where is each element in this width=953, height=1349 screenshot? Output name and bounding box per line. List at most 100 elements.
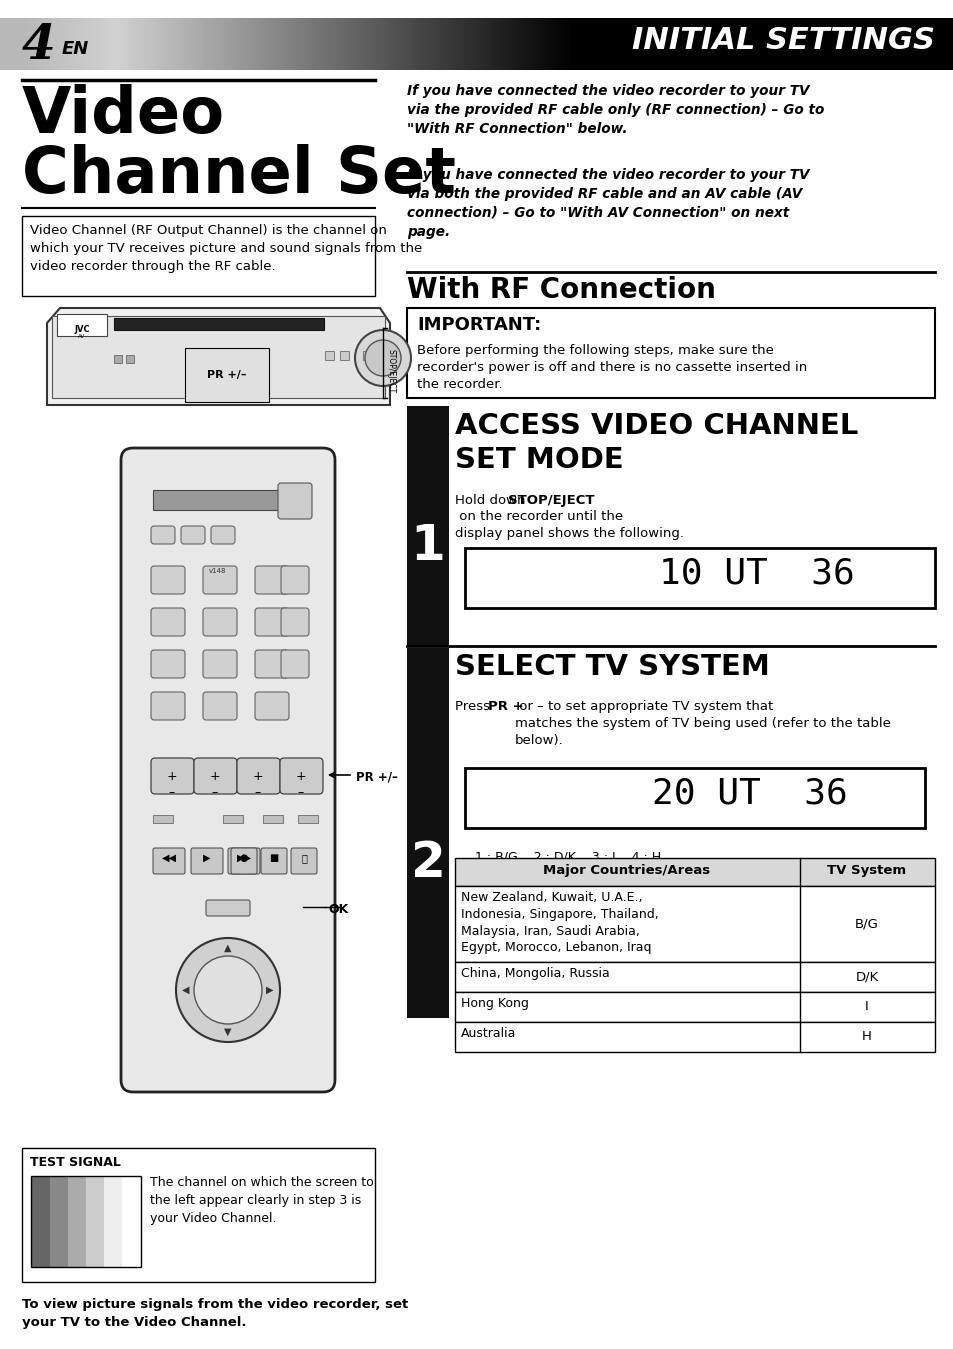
Bar — [796, 18, 798, 70]
Text: New Zealand, Kuwait, U.A.E.,
Indonesia, Singapore, Thailand,
Malaysia, Iran, Sau: New Zealand, Kuwait, U.A.E., Indonesia, … — [460, 890, 659, 954]
Text: Video: Video — [22, 84, 225, 146]
Bar — [73, 18, 76, 70]
Bar — [858, 18, 860, 70]
Text: TEST SIGNAL: TEST SIGNAL — [30, 1156, 121, 1170]
Bar — [416, 18, 419, 70]
Bar — [274, 18, 276, 70]
Bar — [302, 18, 305, 70]
Bar — [750, 18, 753, 70]
Circle shape — [193, 956, 262, 1024]
FancyBboxPatch shape — [254, 608, 289, 635]
Bar — [545, 18, 548, 70]
Bar — [867, 18, 869, 70]
Bar — [848, 18, 850, 70]
FancyBboxPatch shape — [254, 692, 289, 720]
Text: Channel Set: Channel Set — [22, 144, 456, 206]
Bar — [536, 18, 538, 70]
Bar — [872, 18, 874, 70]
Bar — [212, 18, 214, 70]
Bar — [640, 18, 643, 70]
Bar — [339, 351, 349, 360]
Bar — [326, 18, 329, 70]
Bar — [853, 18, 856, 70]
Bar — [291, 18, 294, 70]
Bar — [567, 18, 569, 70]
Bar — [496, 18, 497, 70]
Bar — [639, 18, 640, 70]
Bar — [445, 18, 448, 70]
Bar — [564, 18, 567, 70]
Bar — [860, 18, 862, 70]
Bar — [478, 18, 481, 70]
Bar — [186, 18, 188, 70]
Bar — [712, 18, 715, 70]
Bar — [596, 18, 598, 70]
FancyBboxPatch shape — [228, 849, 260, 874]
Bar — [152, 815, 172, 823]
FancyBboxPatch shape — [281, 650, 309, 679]
Bar — [619, 18, 621, 70]
Bar — [605, 18, 607, 70]
Bar — [943, 18, 945, 70]
Bar — [110, 18, 112, 70]
Bar — [774, 18, 777, 70]
Bar — [672, 18, 674, 70]
Bar — [464, 548, 934, 608]
Bar — [383, 18, 386, 70]
Bar — [553, 18, 555, 70]
Bar — [335, 18, 338, 70]
Bar — [574, 18, 577, 70]
Bar — [86, 1176, 104, 1267]
Bar — [856, 18, 858, 70]
Bar — [483, 18, 486, 70]
Bar — [236, 18, 238, 70]
Bar — [732, 18, 734, 70]
Bar — [829, 18, 831, 70]
Bar — [705, 18, 707, 70]
Bar — [734, 18, 736, 70]
Bar — [133, 18, 135, 70]
Bar — [683, 18, 686, 70]
Bar — [767, 18, 770, 70]
Bar — [572, 18, 574, 70]
Bar — [69, 18, 71, 70]
Bar — [538, 18, 540, 70]
Text: SET MODE: SET MODE — [455, 447, 623, 473]
Bar — [548, 18, 550, 70]
Bar — [154, 18, 157, 70]
Text: JVC: JVC — [74, 325, 90, 335]
Bar — [905, 18, 907, 70]
Bar — [198, 18, 200, 70]
Bar — [772, 18, 774, 70]
Bar — [321, 18, 324, 70]
Bar — [720, 18, 721, 70]
Bar — [297, 815, 317, 823]
Bar — [807, 18, 810, 70]
Bar — [172, 18, 173, 70]
Bar — [612, 18, 615, 70]
FancyBboxPatch shape — [231, 849, 256, 874]
Text: OK: OK — [328, 902, 348, 916]
Bar — [486, 18, 488, 70]
Bar — [626, 18, 629, 70]
Bar — [402, 18, 405, 70]
Bar — [362, 18, 364, 70]
Bar — [210, 18, 212, 70]
Bar — [896, 18, 898, 70]
Bar — [459, 18, 462, 70]
Bar — [19, 18, 21, 70]
Bar — [438, 18, 440, 70]
Text: v148: v148 — [209, 568, 227, 575]
Bar — [467, 18, 469, 70]
Bar — [519, 18, 522, 70]
Bar — [240, 18, 243, 70]
Bar — [770, 18, 772, 70]
Bar — [152, 18, 154, 70]
Bar — [78, 18, 81, 70]
Bar — [700, 18, 702, 70]
Text: PR +: PR + — [488, 700, 523, 714]
Text: +: + — [210, 770, 220, 782]
Bar — [607, 18, 610, 70]
Bar — [92, 18, 95, 70]
Bar — [219, 18, 221, 70]
